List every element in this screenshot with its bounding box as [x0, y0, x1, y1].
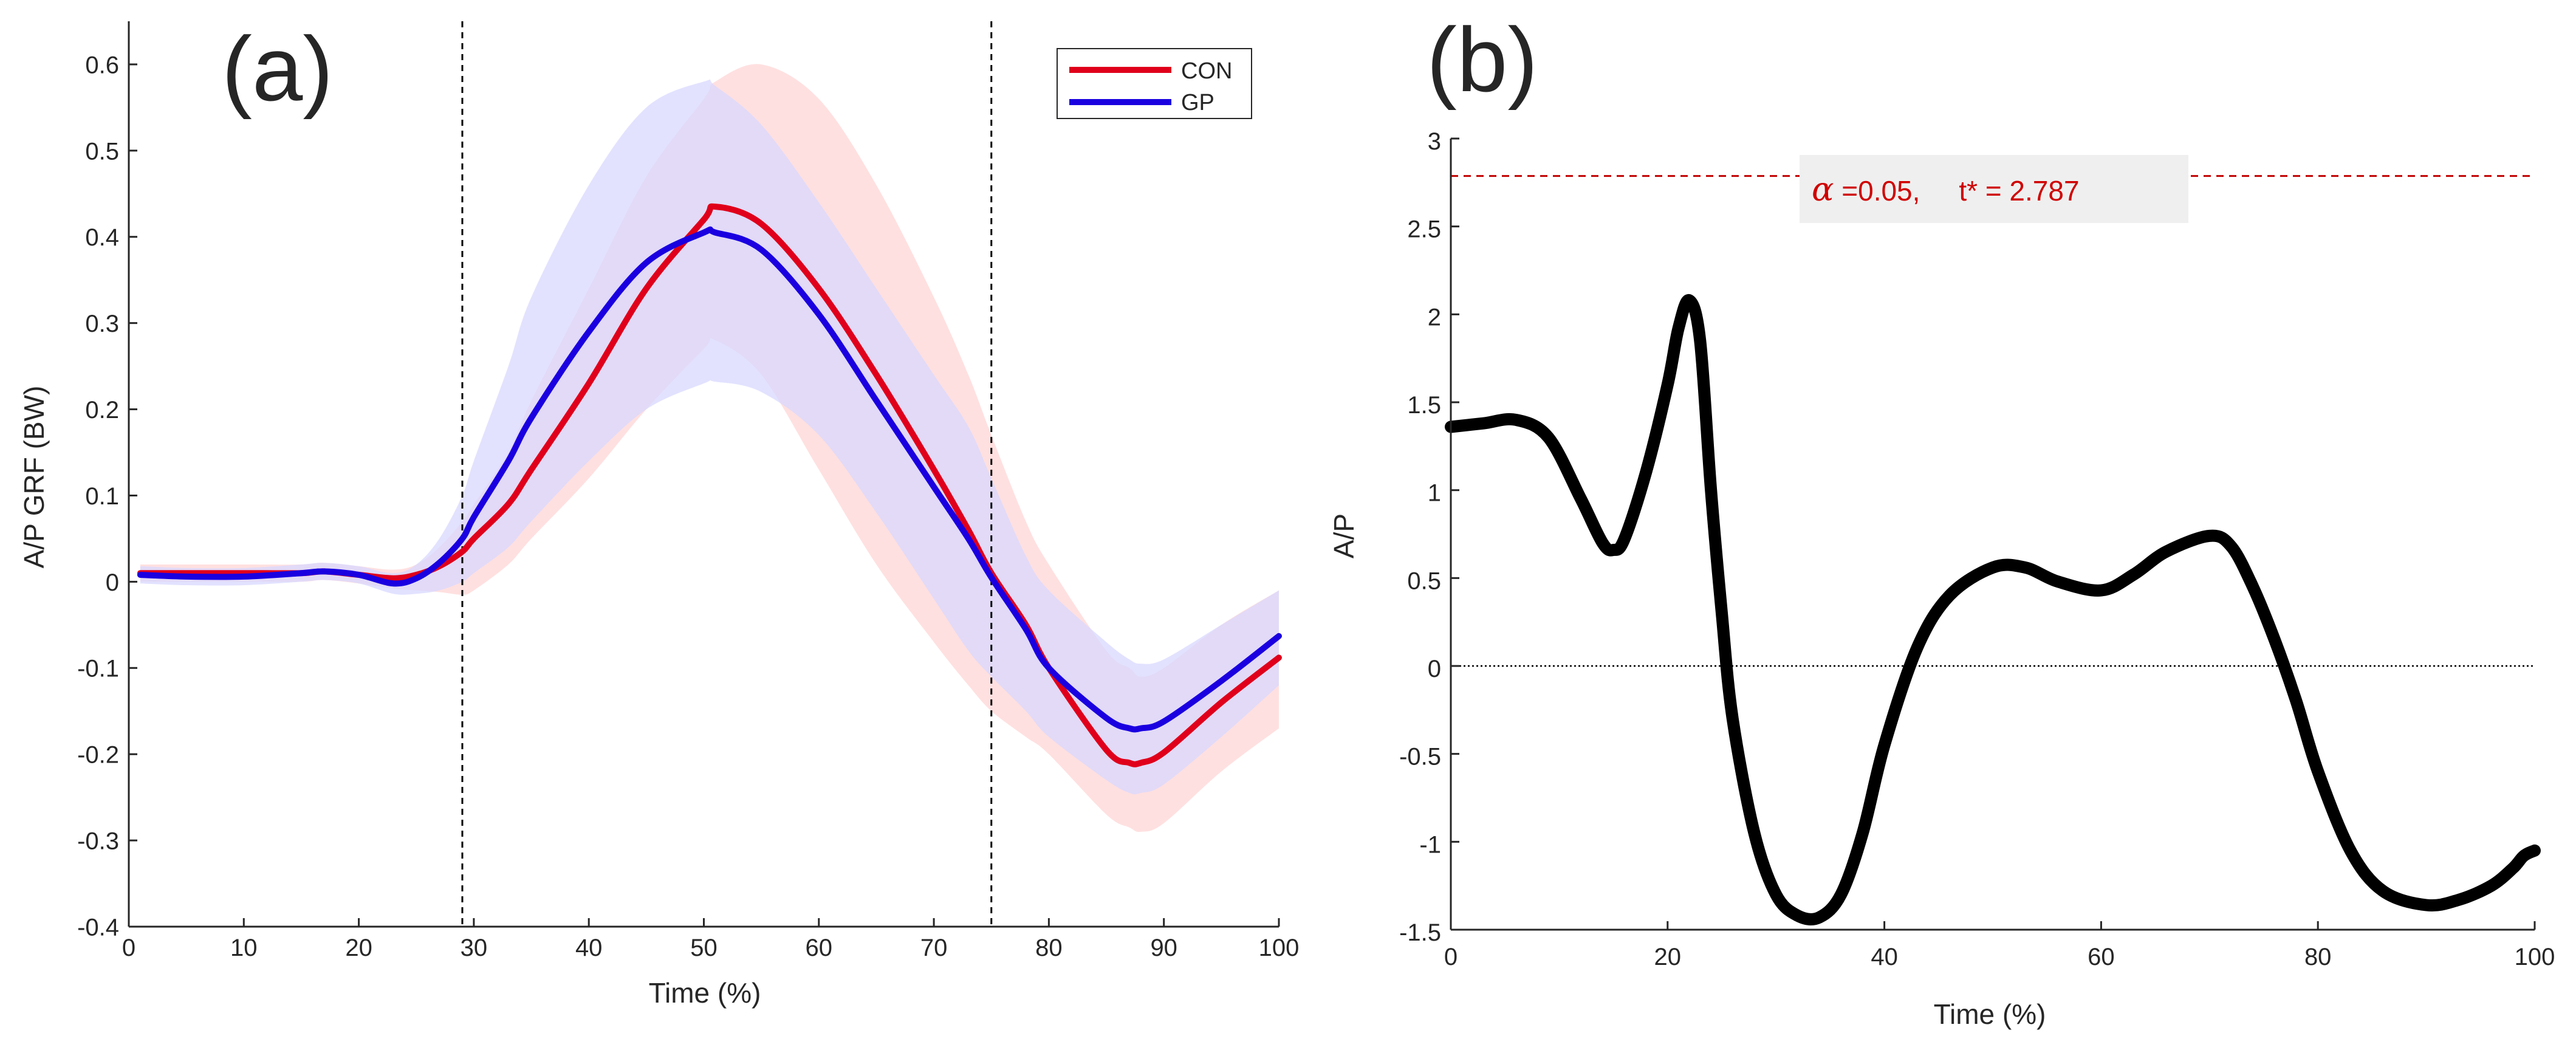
y-tick-label: 0.4 [85, 224, 119, 251]
panel-a-mean-lines [137, 203, 1282, 767]
y-tick-label: 2 [1428, 304, 1441, 331]
panel-b-reference-lines [1451, 175, 2535, 667]
panel-b-chart: 0 20 40 60 80 100 -1.5 -1 -0.5 0 0.5 1 1.5 2 2.5 3 α =0… [1328, 9, 2555, 1030]
x-tick-label: 0 [122, 935, 135, 961]
x-tick-label: 0 [1444, 944, 1458, 970]
panel-b-spm-curve [1445, 294, 2541, 925]
y-tick-label: -1.5 [1399, 919, 1441, 946]
x-tick-label: 100 [1259, 935, 1300, 961]
panel-b-label: (b) [1427, 9, 1538, 111]
y-tick-label: 0.2 [85, 397, 119, 424]
mean-line-gp [137, 226, 1282, 733]
threshold-annotation-box [1800, 155, 2188, 223]
y-tick-label: -1 [1419, 831, 1441, 858]
panel-a-label: (a) [222, 18, 333, 120]
threshold-annotation-text: α =0.05, t* = 2.787 [1812, 170, 2080, 208]
y-tick-label: -0.5 [1399, 744, 1441, 770]
panel-b-axes: 0 20 40 60 80 100 -1.5 -1 -0.5 0 0.5 1 1.5 2 2.5 3 [1399, 128, 2555, 970]
y-tick-label: 2.5 [1407, 216, 1441, 243]
x-tick-label: 60 [2088, 944, 2115, 970]
x-tick-label: 80 [2304, 944, 2332, 970]
y-tick-label: 0.5 [1407, 568, 1441, 594]
x-tick-label: 90 [1150, 935, 1177, 961]
x-tick-label: 40 [575, 935, 603, 961]
threshold-annotation: α =0.05, t* = 2.787 [1800, 155, 2188, 223]
y-tick-label: 3 [1428, 128, 1441, 155]
y-tick-label: -0.2 [77, 742, 119, 769]
x-tick-label: 80 [1035, 935, 1063, 961]
panel-b-x-axis-label: Time (%) [1934, 998, 2046, 1030]
panel-a-sd-bands [140, 64, 1279, 832]
panel-a-y-axis-label: A/P GRF (BW) [18, 386, 50, 569]
alpha-symbol: α [1812, 170, 1834, 208]
x-tick-label: 40 [1871, 944, 1898, 970]
y-tick-label: 0.3 [85, 311, 119, 337]
panel-a-x-axis-label: Time (%) [649, 977, 761, 1009]
y-tick-label: -0.3 [77, 828, 119, 854]
panel-b-y-axis-label: A/P [1328, 513, 1360, 558]
x-tick-label: 50 [690, 935, 718, 961]
y-tick-label: 0 [1428, 656, 1441, 682]
legend-label-con: CON [1181, 58, 1232, 84]
y-tick-label: 0.1 [85, 483, 119, 510]
legend-box [1057, 48, 1252, 119]
y-tick-label: 1.5 [1407, 392, 1441, 419]
x-tick-label: 100 [2515, 944, 2555, 970]
x-tick-label: 70 [920, 935, 948, 961]
panel-a-axes: 0 10 20 30 40 50 60 70 80 90 100 -0.4 -0.3 -0.2 -0.1 0 0… [77, 21, 1299, 961]
x-tick-label: 10 [230, 935, 258, 961]
sd-band-gp [140, 79, 1279, 795]
panel-a-chart: 0 10 20 30 40 50 60 70 80 90 100 -0.4 -0.3 -0.2 -0.1 0 0… [18, 18, 1299, 1009]
y-tick-label: -0.4 [77, 914, 119, 941]
threshold-value-text: =0.05, t* = 2.787 [1834, 175, 2079, 207]
x-tick-label: 60 [806, 935, 833, 961]
y-tick-label: -0.1 [77, 656, 119, 682]
legend-label-gp: GP [1181, 90, 1214, 115]
panel-a-legend: CON GP [1057, 48, 1252, 119]
y-tick-label: 0 [106, 569, 119, 596]
x-tick-label: 30 [461, 935, 488, 961]
panel-a-event-lines [461, 21, 993, 927]
spm-t-curve [1445, 294, 2541, 925]
x-tick-label: 20 [1654, 944, 1682, 970]
x-tick-label: 20 [345, 935, 372, 961]
y-tick-label: 0.6 [85, 52, 119, 78]
y-tick-label: 0.5 [85, 138, 119, 165]
y-tick-label: 1 [1428, 480, 1441, 507]
